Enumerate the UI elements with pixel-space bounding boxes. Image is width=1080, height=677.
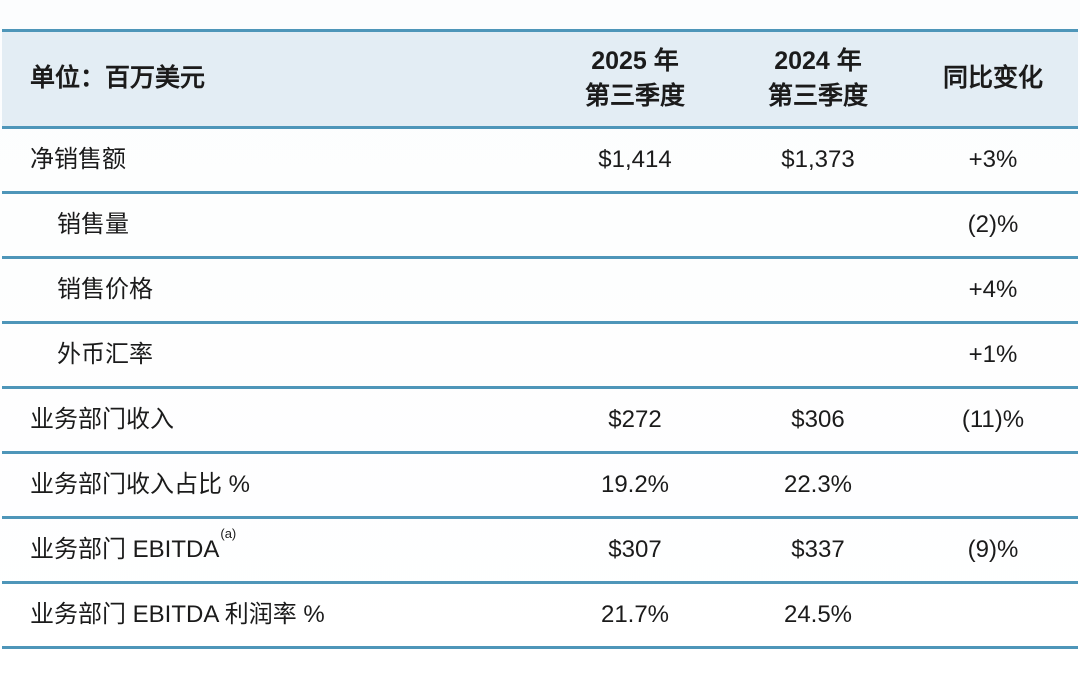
row-label: 销售价格 bbox=[57, 276, 153, 303]
value-q3-2024: $1,373 bbox=[781, 146, 855, 173]
table-row-segment-ebitda-margin: 业务部门 EBITDA 利润率 % 21.7% 24.5% bbox=[2, 584, 1078, 649]
row-label: 业务部门收入占比 % bbox=[30, 471, 251, 498]
column-header-q3-2024-quarter: 第三季度 bbox=[767, 82, 868, 110]
value-q3-2024: 22.3% bbox=[783, 471, 853, 498]
table-row-sales-volume: 销售量 (2)% bbox=[2, 194, 1078, 259]
table-row-net-sales: 净销售额 $1,414 $1,373 +3% bbox=[2, 129, 1078, 194]
column-header-q3-2025-quarter: 第三季度 bbox=[584, 82, 685, 110]
column-header-q3-2025-year: 2025 年 bbox=[591, 47, 679, 75]
value-yoy-change: (2)% bbox=[967, 211, 1019, 238]
row-label: 业务部门 EBITDA(a) bbox=[30, 526, 237, 563]
value-q3-2025: 19.2% bbox=[600, 471, 670, 498]
value-q3-2024: $337 bbox=[791, 536, 845, 563]
column-header-yoy-change: 同比变化 bbox=[942, 64, 1043, 93]
value-q3-2024: $306 bbox=[791, 406, 845, 433]
row-label: 净销售额 bbox=[30, 146, 126, 173]
table-row-segment-income-margin: 业务部门收入占比 % 19.2% 22.3% bbox=[2, 454, 1078, 519]
table-row-sales-price: 销售价格 +4% bbox=[2, 259, 1078, 324]
table-header-row: 单位：百万美元 2025 年 第三季度 2024 年 第三季度 同比变化 bbox=[2, 29, 1078, 129]
value-q3-2024: 24.5% bbox=[783, 601, 853, 628]
value-yoy-change: +3% bbox=[968, 146, 1018, 173]
value-yoy-change: +1% bbox=[968, 341, 1018, 368]
financial-table: 单位：百万美元 2025 年 第三季度 2024 年 第三季度 同比变化 净销售… bbox=[2, 29, 1078, 649]
value-yoy-change: (9)% bbox=[967, 536, 1019, 563]
column-header-q3-2024: 2024 年 第三季度 bbox=[728, 44, 908, 114]
column-header-q3-2024-year: 2024 年 bbox=[774, 47, 862, 75]
row-label: 外币汇率 bbox=[57, 341, 153, 368]
value-q3-2025: $307 bbox=[608, 536, 662, 563]
column-header-unit: 单位：百万美元 bbox=[30, 64, 206, 93]
footnote-marker: (a) bbox=[220, 526, 237, 541]
value-q3-2025: 21.7% bbox=[600, 601, 670, 628]
table-row-segment-income: 业务部门收入 $272 $306 (11)% bbox=[2, 389, 1078, 454]
value-yoy-change: +4% bbox=[968, 276, 1018, 303]
table-row-segment-ebitda: 业务部门 EBITDA(a) $307 $337 (9)% bbox=[2, 519, 1078, 584]
row-label: 业务部门收入 bbox=[30, 406, 174, 433]
row-label: 业务部门 EBITDA 利润率 % bbox=[30, 601, 325, 628]
table-row-foreign-exchange: 外币汇率 +1% bbox=[2, 324, 1078, 389]
value-q3-2025: $272 bbox=[608, 406, 662, 433]
column-header-q3-2025: 2025 年 第三季度 bbox=[542, 44, 728, 114]
value-q3-2025: $1,414 bbox=[598, 146, 672, 173]
row-label: 销售量 bbox=[57, 211, 129, 238]
value-yoy-change: (11)% bbox=[961, 406, 1025, 433]
